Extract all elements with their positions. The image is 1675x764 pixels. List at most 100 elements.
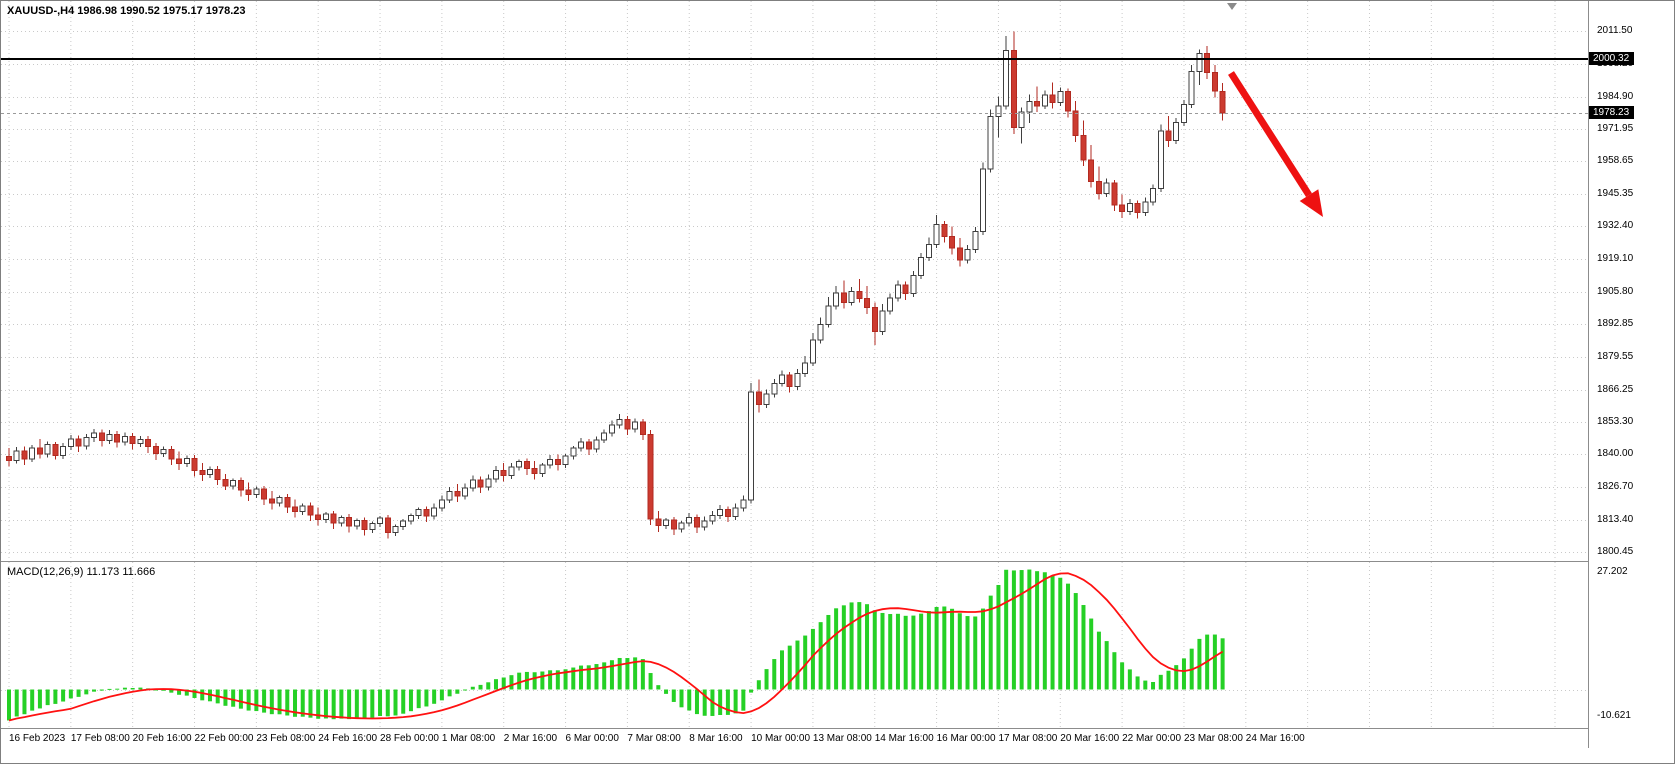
candle-bull	[121, 435, 128, 443]
candle-bear	[941, 223, 948, 237]
macd-histogram-bar	[1089, 618, 1094, 690]
macd-histogram-bar	[849, 602, 854, 690]
candle-bull	[492, 470, 499, 480]
macd-histogram-bar	[602, 662, 607, 690]
price-tick-label: 1826.70	[1597, 481, 1634, 493]
macd-histogram-bar	[439, 689, 444, 701]
macd-histogram-bar	[470, 686, 475, 690]
candle-bull	[485, 478, 492, 488]
bid-price-marker: 1978.23	[1589, 106, 1635, 120]
candle-bull	[802, 362, 809, 374]
macd-histogram-bar	[84, 689, 89, 695]
macd-histogram-bar	[45, 689, 50, 706]
candle-bull	[879, 310, 886, 332]
macd-histogram-bar	[68, 689, 73, 699]
candle-bear	[168, 448, 175, 460]
macd-histogram-bar	[648, 673, 653, 690]
macd-histogram-bar	[795, 640, 800, 690]
candle-bull	[578, 441, 585, 449]
macd-histogram-bar	[347, 689, 352, 720]
macd-histogram-bar	[1073, 593, 1078, 690]
candle-bull	[763, 393, 770, 405]
price-tick-label: 1919.10	[1597, 253, 1634, 265]
macd-histogram-bar	[401, 689, 406, 714]
candle-bear	[176, 458, 183, 464]
macd-histogram-bar	[331, 689, 336, 720]
macd-histogram-bar	[200, 689, 205, 701]
time-axis-label: 16 Feb 2023	[9, 733, 66, 744]
candle-bear	[199, 469, 206, 476]
candle-bull	[925, 244, 932, 259]
candle-bull	[83, 437, 90, 447]
candle-bear	[477, 479, 484, 488]
candle-bear	[346, 516, 353, 527]
candle-bear	[1165, 130, 1172, 142]
price-axis[interactable]: 27.202 -10.621 2011.501998.201984.901971…	[1588, 1, 1674, 748]
time-axis[interactable]: 16 Feb 2023 17 Feb 08:00 20 Feb 16:00 22 Fe…	[1, 730, 1588, 748]
candle-bull	[106, 433, 113, 442]
candle-bull	[67, 438, 74, 448]
candle-bull	[732, 507, 739, 517]
candle-bull	[632, 421, 639, 430]
candle-bull	[1003, 49, 1010, 107]
macd-histogram-bar	[1151, 682, 1156, 690]
macd-histogram-bar	[787, 645, 792, 690]
macd-histogram-bar	[640, 659, 645, 690]
macd-histogram-bar	[571, 667, 576, 690]
candle-bear	[655, 518, 662, 527]
price-tick-label: 1853.30	[1597, 415, 1634, 427]
macd-histogram-bar	[1081, 605, 1086, 690]
macd-histogram-bar	[323, 689, 328, 719]
candle-bear	[1134, 203, 1141, 213]
macd-histogram-bar	[950, 608, 955, 690]
macd-panel[interactable]	[1, 562, 1588, 729]
macd-histogram-bar	[393, 689, 398, 716]
time-axis-label: 20 Mar 16:00	[1060, 733, 1120, 744]
candle-bear	[670, 519, 677, 530]
candle-bull	[933, 223, 940, 246]
candle-bull	[508, 466, 515, 476]
macd-histogram-bar	[486, 682, 491, 690]
price-chart-pane[interactable]	[1, 1, 1588, 562]
macd-histogram-bar	[810, 628, 815, 690]
macd-histogram-bar	[254, 689, 259, 712]
candle-bull	[91, 432, 98, 439]
price-tick-label: 1879.55	[1597, 350, 1634, 362]
candle-bull	[1018, 111, 1025, 129]
macd-histogram-bar	[30, 689, 35, 711]
macd-histogram-bar	[1158, 674, 1163, 690]
macd-histogram-bar	[1166, 670, 1171, 690]
macd-histogram-bar	[1035, 571, 1040, 690]
macd-histogram-bar	[988, 595, 993, 690]
candle-bull	[1142, 201, 1149, 213]
candle-bear	[840, 292, 847, 303]
candle-bear	[1119, 204, 1126, 213]
candle-bull	[353, 520, 360, 527]
candle-bear	[949, 235, 956, 249]
macd-histogram-bar	[865, 604, 870, 690]
candle-bull	[369, 523, 376, 530]
candle-bull	[60, 446, 67, 456]
time-axis-label: 7 Mar 08:00	[627, 733, 681, 744]
candle-bear	[6, 455, 12, 461]
candle-bull	[686, 517, 693, 524]
macd-histogram-bar	[934, 606, 939, 690]
macd-histogram-bar	[184, 689, 189, 696]
candle-bull	[593, 439, 600, 450]
time-axis-label: 22 Feb 00:00	[194, 733, 254, 744]
macd-histogram-bar	[1127, 669, 1132, 690]
macd-histogram-bar	[308, 689, 313, 718]
candle-bull	[516, 461, 523, 468]
macd-histogram-bar	[579, 665, 584, 690]
candle-bear	[292, 506, 299, 512]
candle-bear	[152, 445, 159, 455]
candlestick-canvas	[1, 1, 1588, 561]
macd-histogram-bar	[733, 689, 738, 714]
macd-histogram-bar	[1181, 658, 1186, 690]
macd-histogram-bar	[1120, 662, 1125, 690]
macd-histogram-bar	[115, 688, 120, 690]
candle-bear	[531, 468, 538, 474]
macd-histogram-bar	[455, 689, 460, 694]
price-tick-label: 1840.00	[1597, 448, 1634, 460]
macd-histogram-bar	[980, 608, 985, 690]
